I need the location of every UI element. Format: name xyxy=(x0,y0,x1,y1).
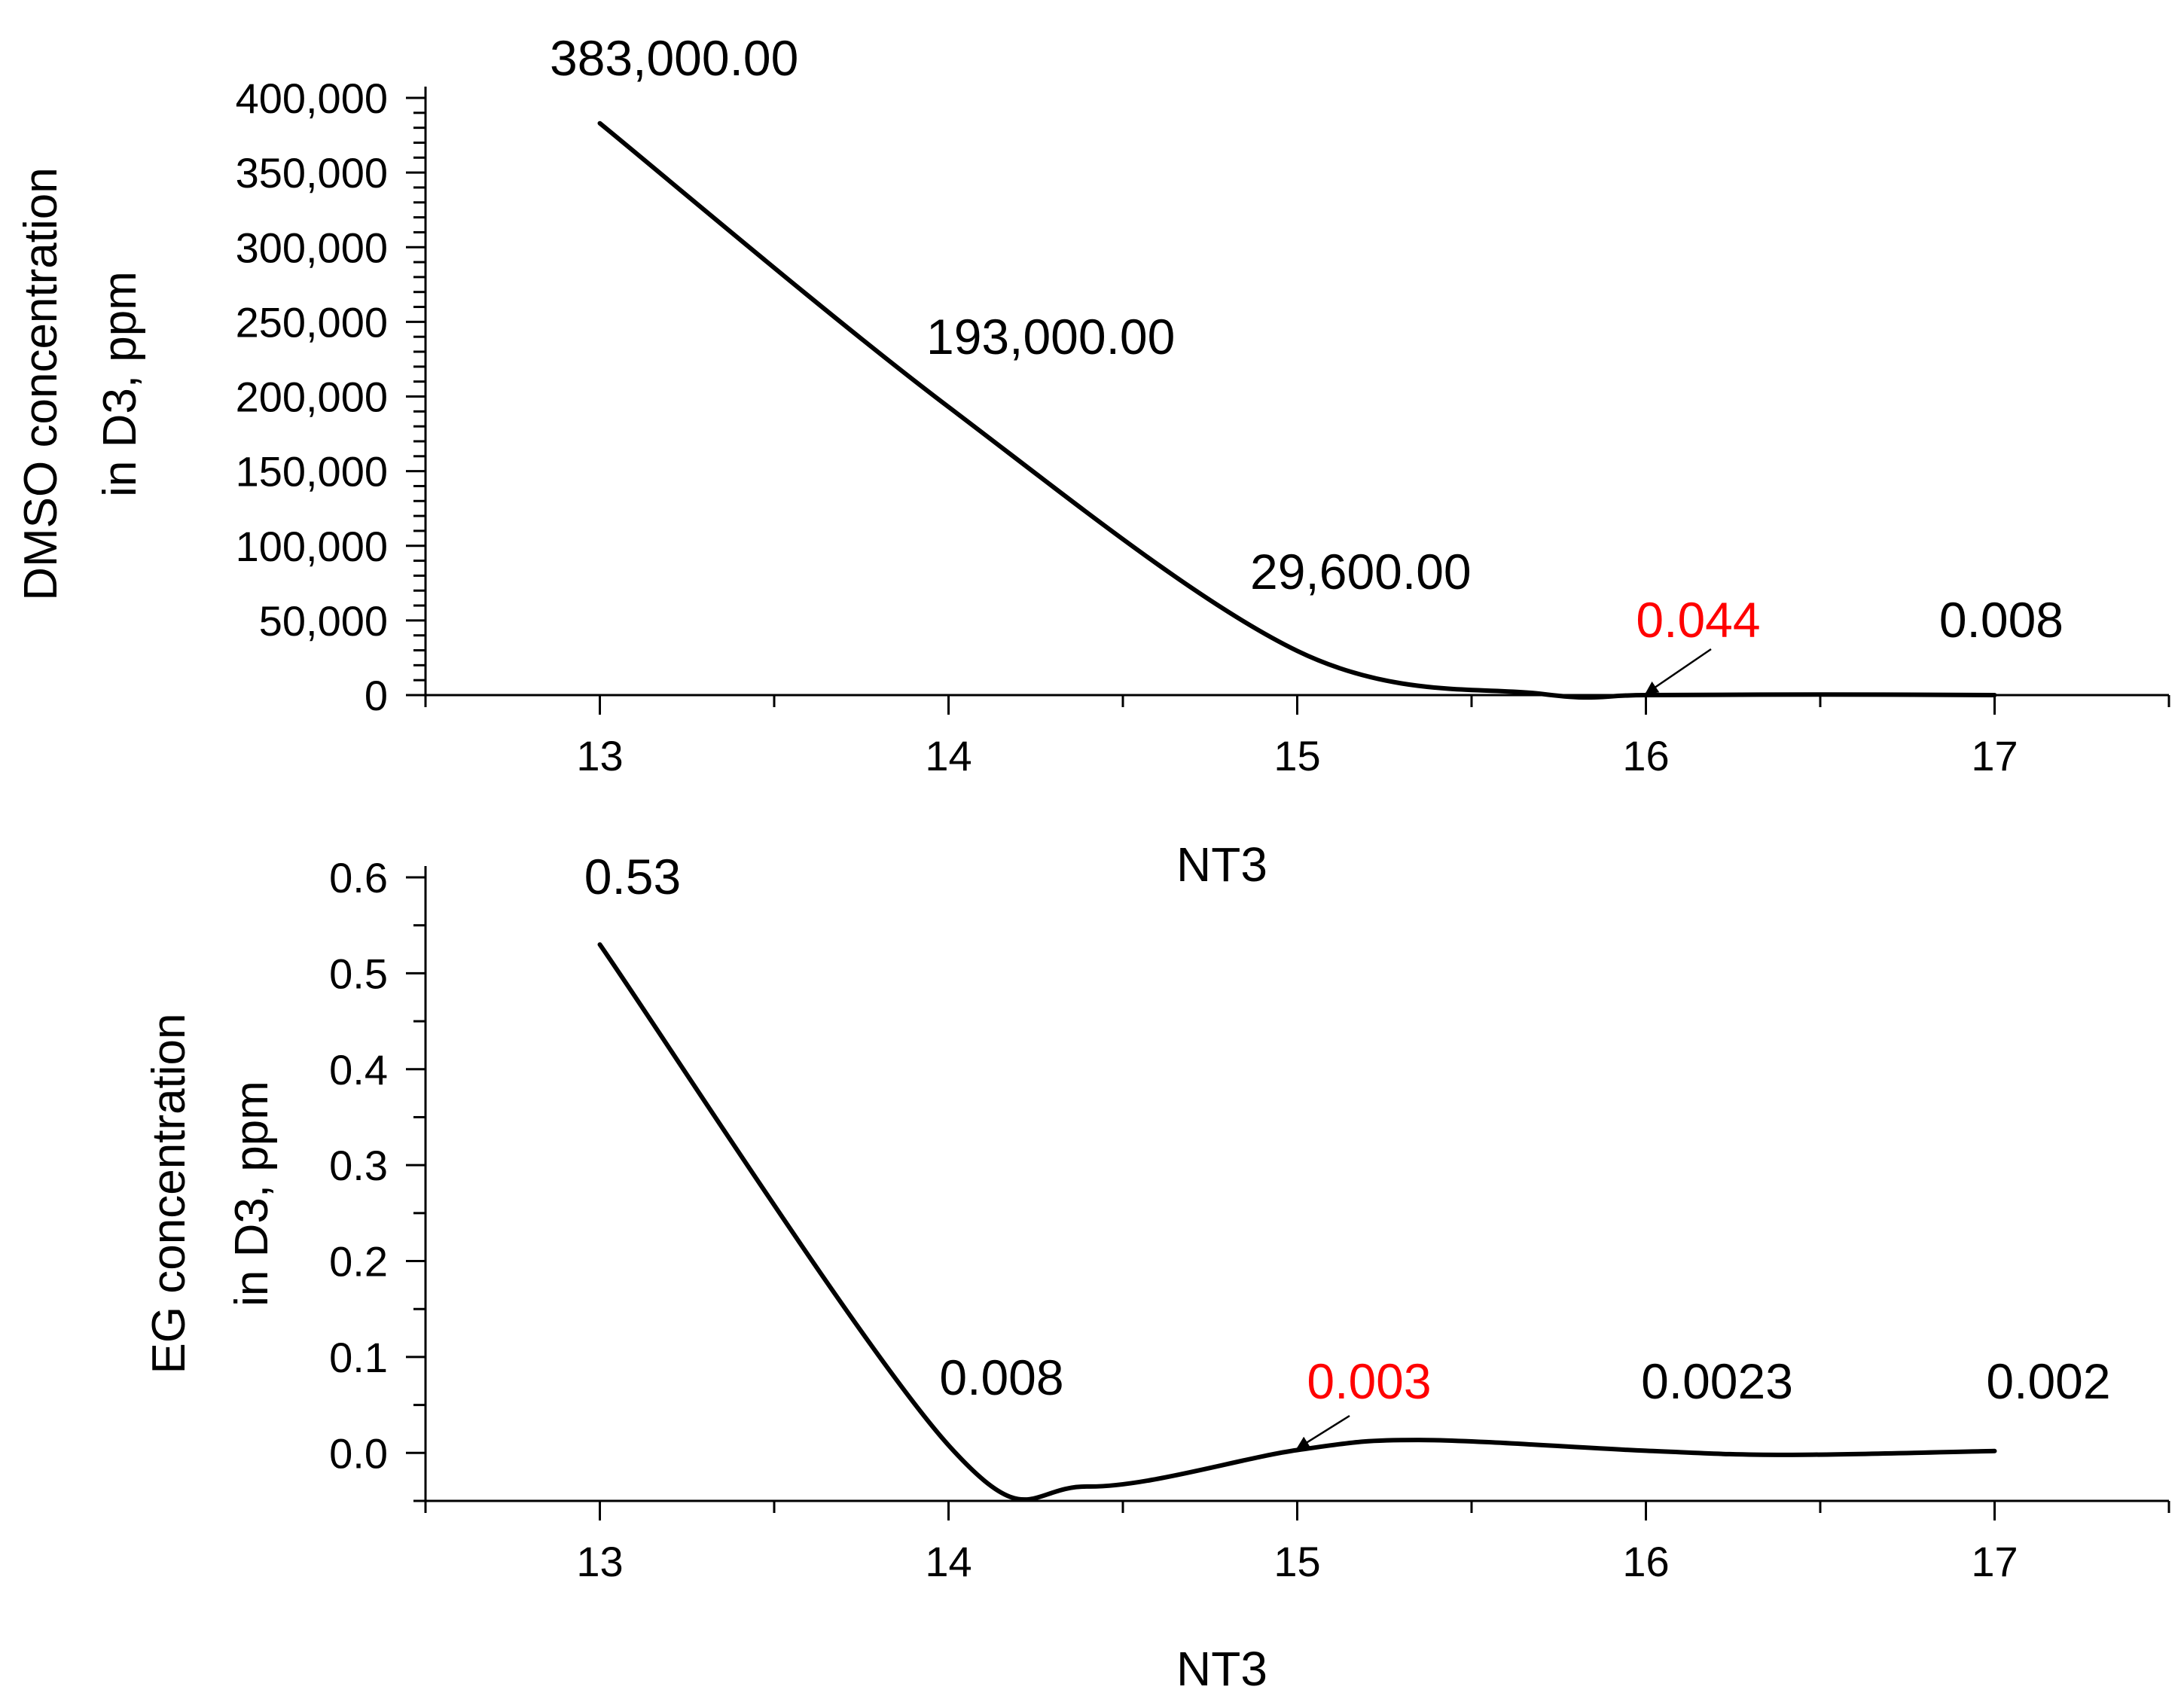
data-label: 0.008 xyxy=(939,1350,1063,1405)
eg-chart: 13 14 15 16 17 0.0 0.1 0.2 0.3 0.4 0.5 0.6 NT3 EG con… xyxy=(143,849,2170,1696)
y-tick-label: 250,000 xyxy=(236,298,388,346)
y-tick-label: 350,000 xyxy=(236,149,388,197)
y-tick-label: 100,000 xyxy=(236,523,388,570)
y-tick-label: 0.0 xyxy=(329,1429,388,1477)
x-tick-label: 16 xyxy=(1622,732,1669,779)
x-axis-label: NT3 xyxy=(1176,1642,1267,1696)
y-axis-label: DMSO concentration xyxy=(15,167,67,600)
x-tick-label: 15 xyxy=(1273,732,1320,779)
y-tick-label: 150,000 xyxy=(236,448,388,496)
annotation-arrow xyxy=(1296,1414,1350,1450)
data-label: 0.008 xyxy=(1939,592,2064,648)
x-tick-label: 17 xyxy=(1971,1538,2018,1585)
data-label: 29,600.00 xyxy=(1250,544,1472,599)
y-axis-label: EG concentration xyxy=(143,1013,195,1374)
dmso-chart: 13 14 15 16 17 0 50,000 100,000 150,000 200,000 25… xyxy=(15,30,2170,892)
x-tick-label: 13 xyxy=(576,732,623,779)
data-label: 0.044 xyxy=(1636,592,1760,648)
y-tick-label: 0.3 xyxy=(329,1142,388,1189)
data-label: 0.002 xyxy=(1986,1353,2110,1409)
y-tick-label: 50,000 xyxy=(259,597,388,645)
y-axis-label: in D3, ppm xyxy=(226,1081,278,1307)
y-tick-label: 0.1 xyxy=(329,1334,388,1381)
data-label: 0.003 xyxy=(1307,1353,1431,1409)
y-axis-label: in D3, ppm xyxy=(94,271,146,497)
y-tick-label: 400,000 xyxy=(236,75,388,122)
annotation-arrow xyxy=(1645,648,1712,695)
x-tick-label: 14 xyxy=(925,1538,972,1585)
y-tick-label: 300,000 xyxy=(236,224,388,271)
x-tick-label: 16 xyxy=(1622,1538,1669,1585)
data-label: 0.0023 xyxy=(1641,1353,1793,1409)
y-tick-label: 0 xyxy=(365,672,388,719)
x-axis-label: NT3 xyxy=(1176,837,1267,892)
x-tick-label: 15 xyxy=(1273,1538,1320,1585)
x-tick-label: 17 xyxy=(1971,732,2018,779)
x-tick-label: 13 xyxy=(576,1538,623,1585)
y-tick-label: 200,000 xyxy=(236,374,388,421)
x-tick-label: 14 xyxy=(925,732,972,779)
data-label: 383,000.00 xyxy=(550,30,798,86)
y-tick-label: 0.2 xyxy=(329,1238,388,1286)
data-label: 193,000.00 xyxy=(926,309,1175,364)
data-label: 0.53 xyxy=(584,849,681,904)
y-tick-label: 0.4 xyxy=(329,1046,388,1093)
y-tick-label: 0.6 xyxy=(329,854,388,901)
y-tick-label: 0.5 xyxy=(329,950,388,997)
series-line xyxy=(597,120,1997,700)
series-line xyxy=(597,942,1997,1502)
